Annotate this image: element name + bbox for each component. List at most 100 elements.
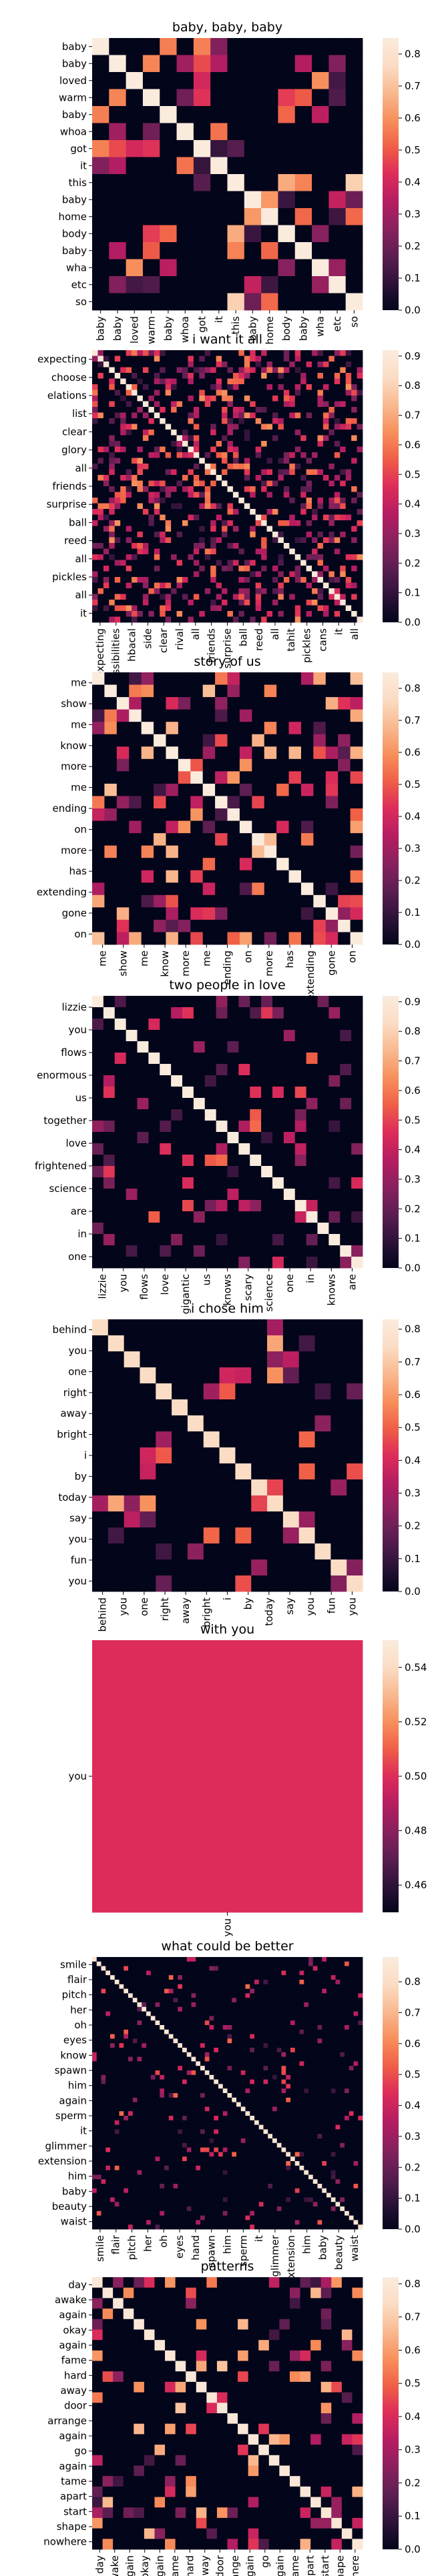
heatmap-cell [204,401,211,408]
heatmap-cell [204,1053,217,1065]
heatmap-cell [137,566,144,572]
heatmap-cell [109,441,116,447]
heatmap-cell [264,907,277,920]
heatmap-cell [283,1109,296,1121]
heatmap-cell [216,384,222,390]
heatmap-cell [289,526,296,532]
heatmap-cell [137,401,144,408]
heatmap-cell [137,475,144,481]
heatmap-cell [103,616,110,623]
heatmap-cell [282,1367,300,1384]
heatmap-cell [266,452,273,458]
heatmap-cell [317,412,324,419]
heatmap-cell [239,858,252,871]
heatmap-cell [238,1257,250,1269]
heatmap-cell [164,2006,170,2012]
heatmap-cell [146,1975,152,1980]
y-tick-label: so [75,295,87,307]
heatmap-cell [171,412,177,419]
heatmap-cell [193,430,200,436]
heatmap-cell [171,362,177,368]
heatmap-cell [261,566,267,572]
heatmap-cell [244,475,250,481]
heatmap-cell [312,208,329,225]
heatmap-cell [222,1998,228,2003]
heatmap-cell [140,1367,156,1384]
heatmap-cell [188,464,194,470]
heatmap-cell [182,520,188,526]
colorbar-tick-label: 0.50 [405,1770,427,1782]
heatmap-cell [317,560,324,566]
heatmap-cell [288,808,302,821]
heatmap-cell [272,2002,278,2008]
heatmap-cell [317,435,324,442]
heatmap-cell [238,362,245,368]
heatmap-cell [172,1415,188,1432]
heatmap-cell [306,1121,318,1133]
heatmap-cell [239,870,252,883]
heatmap-cell [261,362,267,368]
heatmap-cell [300,373,307,379]
heatmap-cell [227,560,234,566]
heatmap-cell [227,594,234,600]
heatmap-cell [227,362,234,368]
heatmap-cell [215,833,228,846]
heatmap-cell [334,430,341,436]
heatmap-cell [351,1087,363,1099]
heatmap-cell [264,771,277,784]
heatmap-cell [312,1975,318,1980]
heatmap-cell [210,498,217,504]
heatmap-cell [182,1998,188,2003]
heatmap-cell [222,1966,228,1971]
heatmap-cell [193,996,206,1008]
heatmap-cell [283,435,290,442]
heatmap-cell [294,123,312,141]
heatmap-cell [126,600,132,606]
heatmap-cell [142,373,149,379]
heatmap-cell [306,514,312,521]
heatmap-cell [300,709,314,722]
heatmap-cell [278,384,284,390]
heatmap-cell [351,492,357,498]
heatmap-cell [204,554,211,560]
heatmap-cell [168,1961,174,1966]
heatmap-cell [204,1109,217,1121]
heatmap-cell [357,373,363,379]
heatmap-cell [306,548,312,555]
heatmap-cell [160,464,166,470]
heatmap-cell [255,390,262,396]
heatmap-cell [204,1200,217,1212]
heatmap-cell [160,407,166,413]
heatmap-cell [172,1527,188,1544]
heatmap-cell [254,1957,260,1962]
heatmap-cell [294,1189,307,1201]
heatmap-cell [160,373,166,379]
heatmap-cell [272,1970,278,1976]
heatmap-cell [165,514,172,521]
heatmap-cell [312,475,318,481]
heatmap-cell [103,548,110,555]
heatmap-cell [176,486,183,492]
heatmap-cell [148,424,155,430]
heatmap-cell [244,72,262,89]
heatmap-cell [160,2006,165,2012]
y-tick-label: all [75,553,87,565]
heatmap-cell [142,242,160,259]
heatmap-cell [188,532,194,538]
heatmap-cell [272,548,278,555]
heatmap-cell [190,858,204,871]
heatmap-cell [188,616,194,623]
heatmap-cell [141,796,154,809]
x-tick-label: love [159,1274,171,1295]
heatmap-cell [334,486,341,492]
colorbar-tick-label: 0.5 [405,1114,421,1126]
heatmap-cell [114,582,121,589]
heatmap-cell [216,1132,228,1144]
heatmap-cell [244,464,250,470]
heatmap-cell [193,537,200,544]
heatmap-cell [188,503,194,510]
y-tick-label: extending [37,886,87,898]
heatmap-cell [96,1975,101,1980]
heatmap-cell [306,446,312,453]
heatmap-cell [109,577,116,583]
